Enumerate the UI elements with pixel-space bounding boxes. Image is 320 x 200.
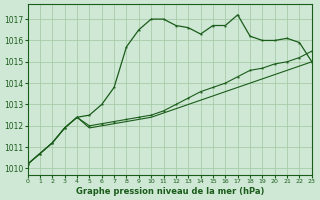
X-axis label: Graphe pression niveau de la mer (hPa): Graphe pression niveau de la mer (hPa)	[76, 187, 264, 196]
